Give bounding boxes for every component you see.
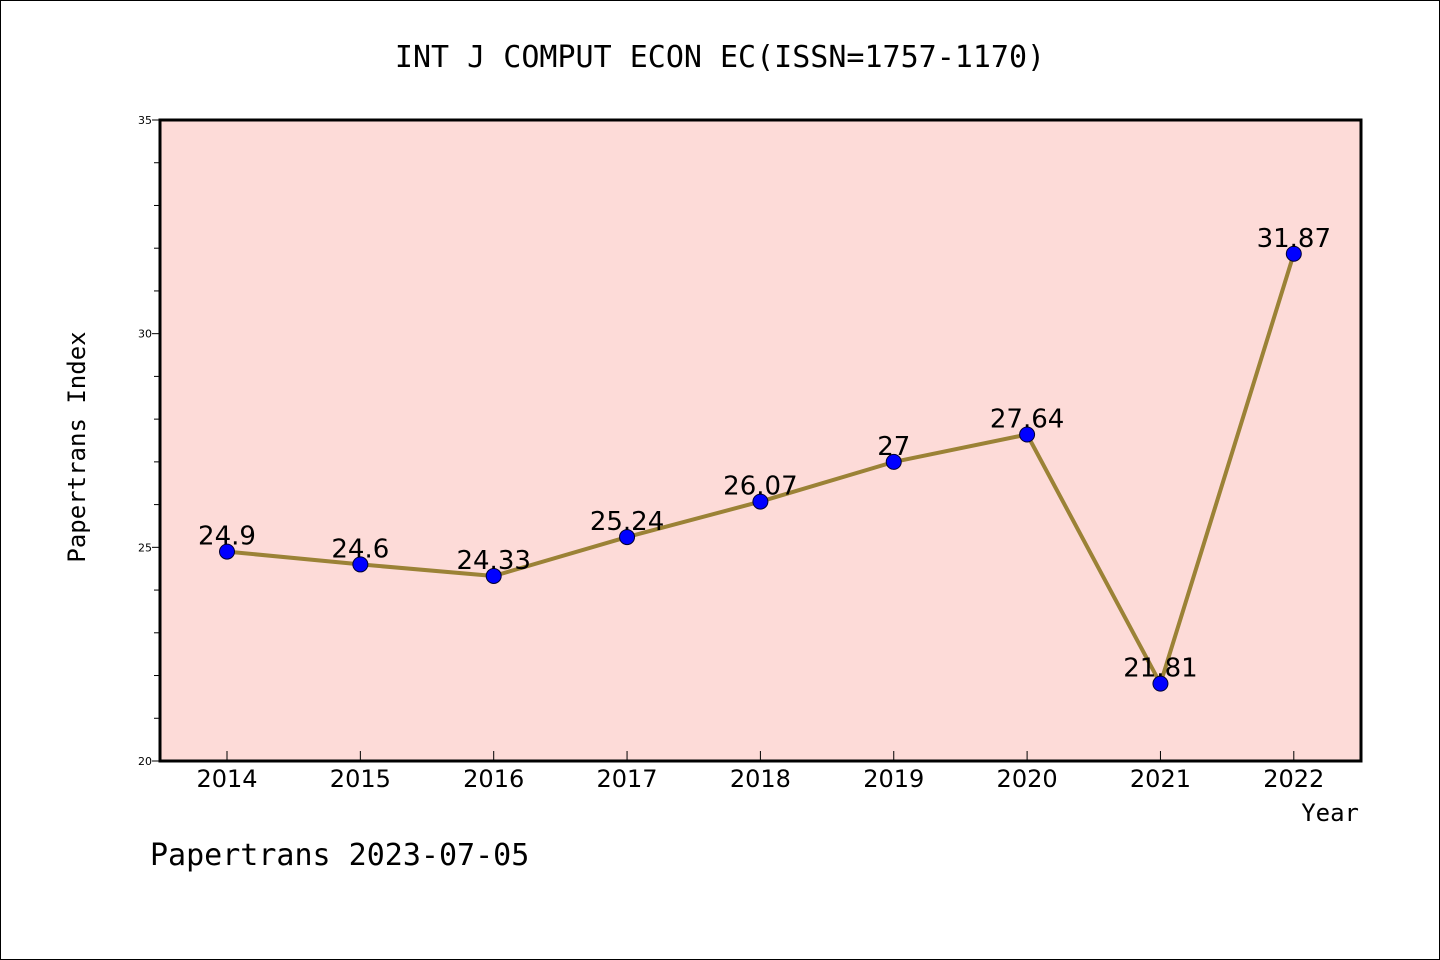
data-markers <box>219 245 1302 692</box>
data-label: 24.9 <box>198 522 256 552</box>
data-point <box>219 543 235 560</box>
data-point <box>1285 245 1302 262</box>
x-tick-label: 2016 <box>463 765 524 793</box>
y-tick-label: 35 <box>138 114 152 127</box>
plot-area <box>160 120 1361 761</box>
data-point <box>752 493 769 510</box>
x-tick-label: 2015 <box>330 765 391 793</box>
data-point <box>1019 426 1036 443</box>
y-axis-label: Papertrans Index <box>63 331 91 562</box>
data-point <box>352 556 369 573</box>
data-label: 27.64 <box>990 405 1064 435</box>
data-point <box>485 567 502 584</box>
y-tick-label: 20 <box>138 755 152 768</box>
x-tick-label: 2018 <box>730 765 791 793</box>
x-axis-ticks: 2014 2015 2016 2017 2018 2019 2020 2021 2022 <box>196 751 1324 793</box>
x-tick-label: 2020 <box>997 765 1058 793</box>
data-label: 31.87 <box>1257 224 1331 254</box>
y-tick-label: 30 <box>138 328 152 341</box>
data-point <box>885 453 902 470</box>
data-label: 24.6 <box>331 534 389 564</box>
data-label: 27 <box>877 432 910 462</box>
plot-border <box>158 118 1363 763</box>
x-tick-label: 2019 <box>863 765 924 793</box>
y-tick-label: 25 <box>138 541 152 554</box>
data-label: 26.07 <box>723 472 797 502</box>
x-tick-label: 2022 <box>1263 765 1324 793</box>
x-axis-label: Year <box>1301 799 1359 827</box>
x-tick-label: 2021 <box>1130 765 1191 793</box>
data-label: 21.81 <box>1123 654 1197 684</box>
data-point <box>619 529 636 546</box>
data-labels: 24.9 24.6 24.33 25.24 26.07 27 27.64 21.81 31.87 <box>198 224 1331 684</box>
y-axis-ticks: 20 25 30 35 <box>138 114 160 768</box>
x-tick-label: 2014 <box>196 765 257 793</box>
x-tick-label: 2017 <box>597 765 658 793</box>
footer-credit: Papertrans 2023-07-05 <box>150 838 529 873</box>
data-label: 25.24 <box>590 507 664 537</box>
data-label: 24.33 <box>456 546 530 576</box>
chart-title: INT J COMPUT ECON EC(ISSN=1757-1170) <box>395 40 1045 75</box>
data-point <box>1152 675 1169 692</box>
